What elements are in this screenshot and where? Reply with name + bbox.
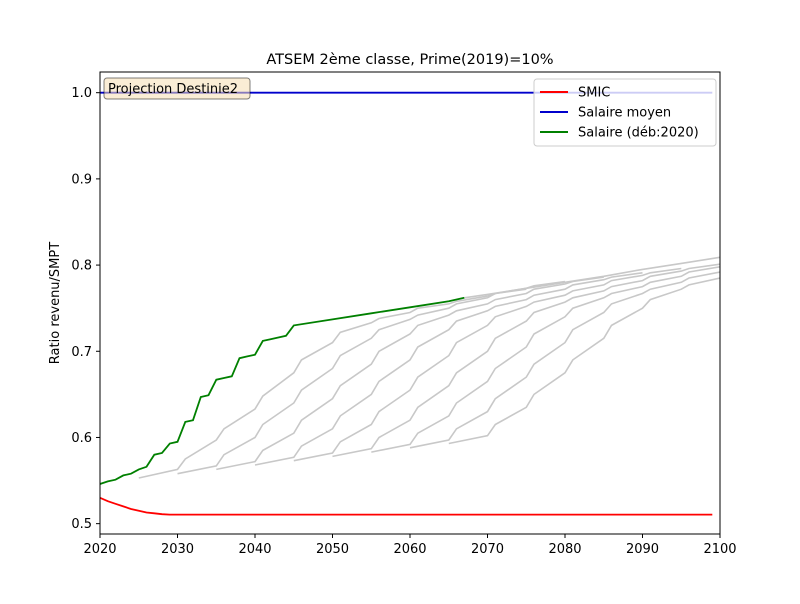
x-tick-label: 2060 [393, 542, 426, 557]
cohort-line-10 [464, 256, 720, 299]
x-tick-label: 2030 [161, 542, 194, 557]
y-axis-label: Ratio revenu/SMPT [48, 242, 63, 364]
cohort-line-2 [177, 280, 566, 475]
cohort-line-7 [371, 266, 720, 453]
smic-line [100, 496, 713, 516]
legend-label: Salaire (déb:2020) [578, 126, 699, 141]
cohort-line-4 [254, 272, 643, 466]
y-tick-label: 0.5 [71, 517, 92, 532]
cohort-line-5 [293, 267, 682, 462]
x-tick-label: 2080 [548, 542, 581, 557]
salaire-2020-line [100, 296, 465, 485]
cohort-line-9 [448, 277, 720, 445]
cohort-line-8 [409, 271, 720, 449]
x-tick-label: 2090 [626, 542, 659, 557]
x-tick-label: 2020 [83, 542, 116, 557]
y-tick-label: 0.8 [71, 259, 92, 274]
chart-title: ATSEM 2ème classe, Prime(2019)=10% [266, 52, 553, 68]
x-tick-label: 2070 [471, 542, 504, 557]
annotation-text: Projection Destinie2 [108, 82, 238, 97]
y-tick-label: 0.9 [71, 172, 92, 187]
y-tick-label: 1.0 [71, 86, 92, 101]
cohort-line-1 [138, 288, 527, 479]
legend: SMIC Salaire moyen Salaire (déb:2020) [533, 78, 717, 147]
x-tick-label: 2100 [703, 542, 736, 557]
y-tick-label: 0.6 [71, 431, 92, 446]
x-tick-label: 2040 [238, 542, 271, 557]
legend-label: SMIC [578, 86, 610, 101]
y-tick-label: 0.7 [71, 345, 92, 360]
cohort-line-3 [216, 276, 604, 471]
x-tick-label: 2050 [316, 542, 349, 557]
legend-label: Salaire moyen [578, 106, 671, 121]
annotation-box: Projection Destinie2 [103, 77, 251, 100]
cohort-line-6 [332, 263, 720, 458]
